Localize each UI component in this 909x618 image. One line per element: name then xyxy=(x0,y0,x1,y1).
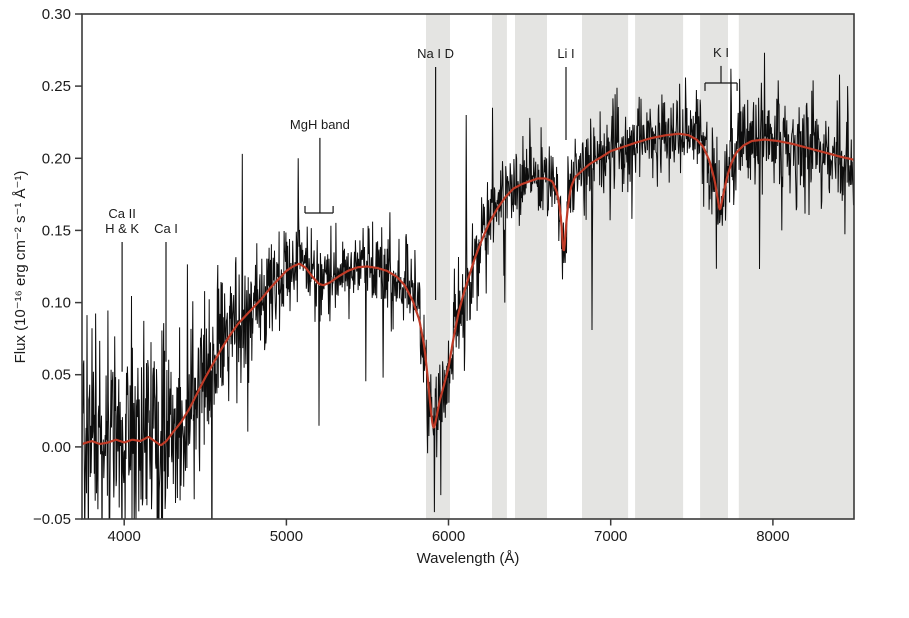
annotation-label: K I xyxy=(713,45,729,60)
annotation-k-i: K I xyxy=(704,45,738,91)
telluric-band-group xyxy=(426,14,854,519)
telluric-band xyxy=(635,14,684,519)
x-tick-label: 8000 xyxy=(756,528,789,545)
y-tick-label: 0.20 xyxy=(42,150,71,167)
annotation-label: Ca I xyxy=(154,221,178,236)
x-tick-label: 5000 xyxy=(270,528,303,545)
telluric-band xyxy=(426,14,450,519)
x-tick-label: 4000 xyxy=(108,528,141,545)
annotation-label: Li I xyxy=(557,46,574,61)
telluric-band xyxy=(515,14,547,519)
spectral-line-annotations: H & KCa II Ca I MgH band Na I D Li I K I xyxy=(105,45,738,372)
axis-tick-labels: 4000 5000 6000 7000 8000 0.30 0.25 0.20 0.15 0.10… xyxy=(33,6,790,545)
axis-ticks xyxy=(75,13,774,526)
telluric-band xyxy=(492,14,507,519)
telluric-band xyxy=(738,14,854,519)
y-tick-label: 0.15 xyxy=(42,222,71,239)
y-axis-label: Flux (10⁻¹⁶ erg cm⁻² s⁻¹ Å⁻¹) xyxy=(12,171,29,364)
plot-frame xyxy=(81,13,855,520)
y-tick-label: 0.10 xyxy=(42,295,71,312)
telluric-band xyxy=(582,14,629,519)
y-tick-label: 0.25 xyxy=(42,78,71,95)
x-axis-label: Wavelength (Å) xyxy=(417,550,520,567)
telluric-band xyxy=(700,14,728,519)
annotation-na-i-d: Na I D xyxy=(417,46,454,300)
x-tick-label: 6000 xyxy=(432,528,465,545)
annotation-ca-i: Ca I xyxy=(154,221,178,362)
observed-spectrum-line xyxy=(82,52,854,519)
x-tick-label: 7000 xyxy=(594,528,627,545)
annotation-label: MgH band xyxy=(290,117,350,132)
annotation-mgh-band: MgH band xyxy=(290,117,350,214)
y-tick-label: −0.05 xyxy=(33,511,71,528)
model-fit-line xyxy=(82,132,854,447)
annotation-label: Na I D xyxy=(417,46,454,61)
annotation-ca-ii-hk: H & KCa II xyxy=(105,206,139,372)
annotation-li-i: Li I xyxy=(557,46,575,140)
annotation-label: H & K xyxy=(105,221,139,236)
y-tick-label: 0.05 xyxy=(42,367,71,384)
annotation-label: Ca II xyxy=(108,206,135,221)
y-tick-label: 0.30 xyxy=(42,6,71,23)
y-tick-label: 0.00 xyxy=(42,439,71,456)
